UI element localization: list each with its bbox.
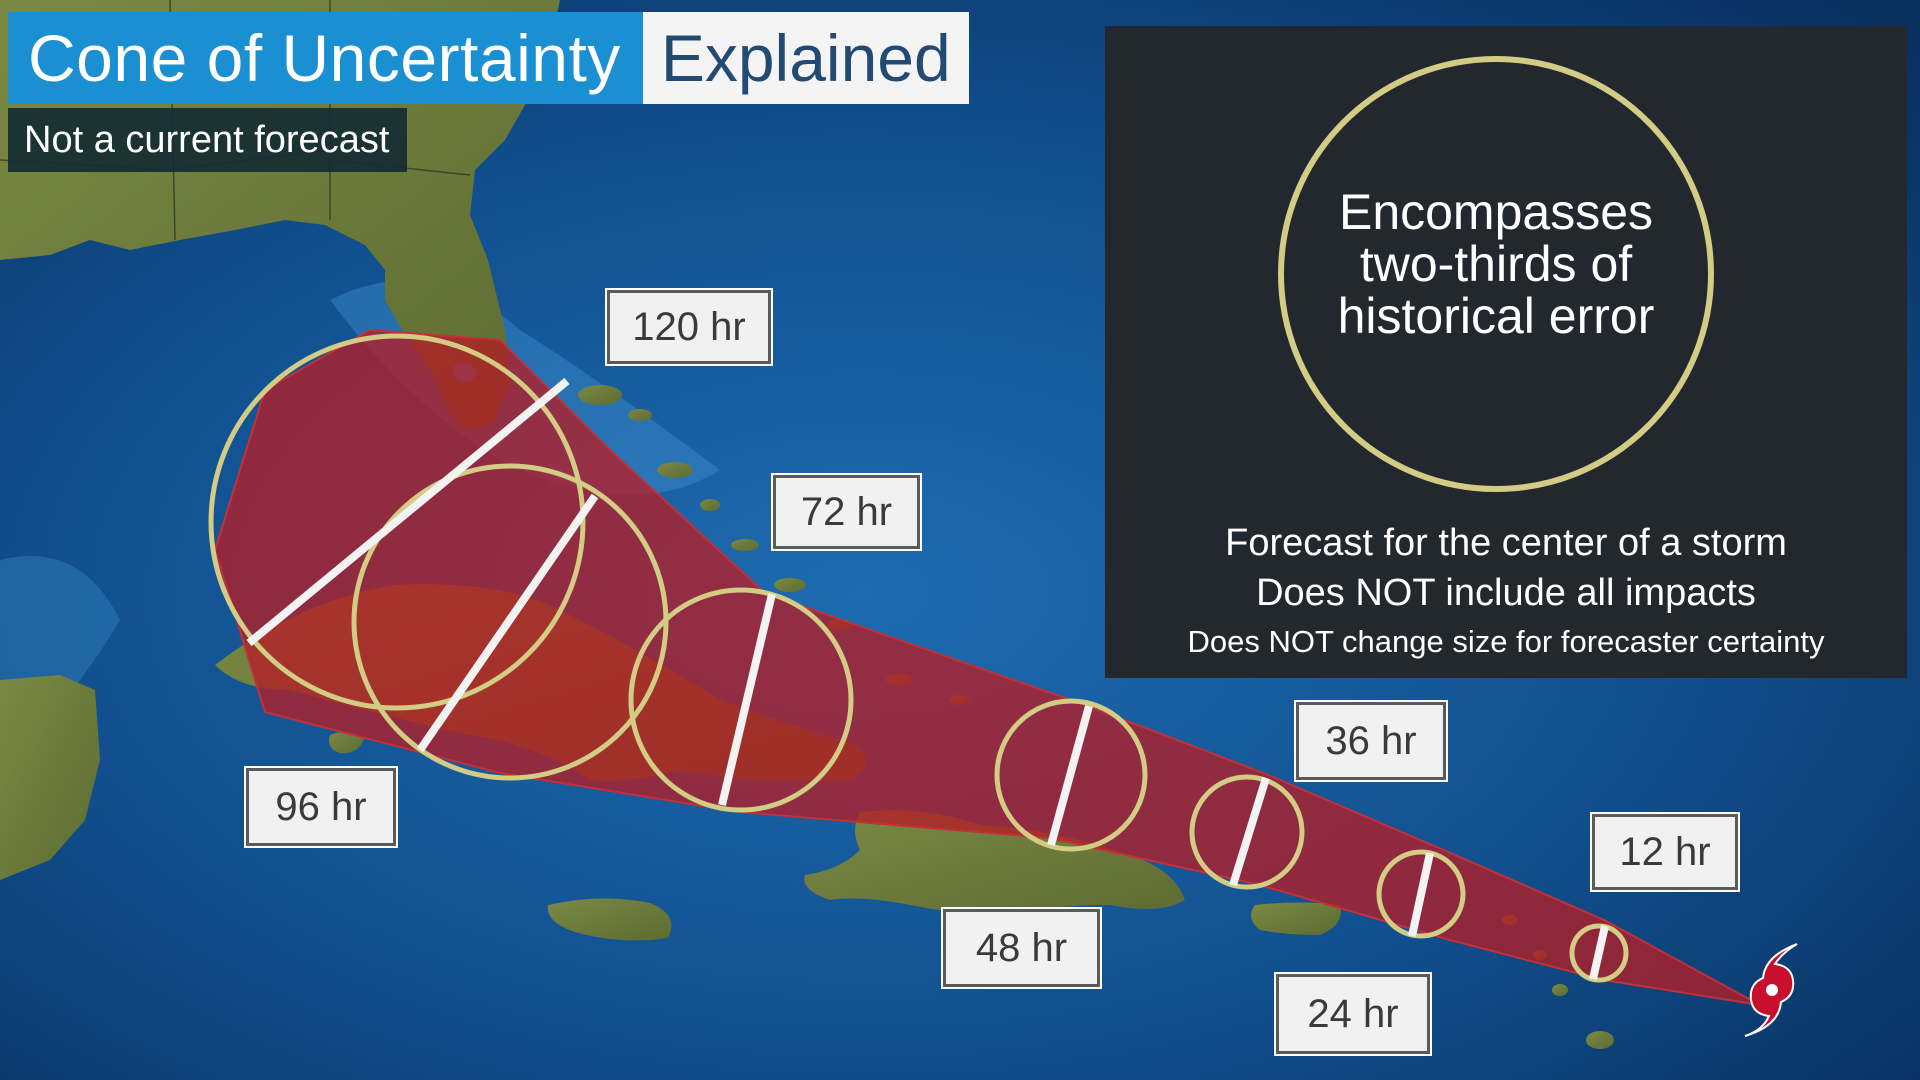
forecast-circle-48hr xyxy=(994,698,1148,852)
page-title-accent: Explained xyxy=(642,12,969,104)
label-48hr: 48 hr xyxy=(941,907,1102,989)
example-circle xyxy=(1278,56,1714,492)
forecast-circle-120hr xyxy=(208,333,586,711)
track-line-12hr xyxy=(1589,925,1609,980)
track-line-72hr xyxy=(718,593,776,806)
label-96hr: 96 hr xyxy=(244,766,398,848)
info-line-center-forecast: Forecast for the center of a storm xyxy=(1225,522,1787,564)
label-120hr: 120 hr xyxy=(605,288,773,366)
forecast-circle-12hr xyxy=(1569,923,1629,983)
label-24hr: 24 hr xyxy=(1274,972,1432,1056)
forecast-circle-36hr xyxy=(1189,774,1305,890)
jamaica xyxy=(547,898,672,941)
label-12hr: 12 hr xyxy=(1590,812,1740,892)
track-line-120hr xyxy=(246,377,570,647)
isle-of-youth xyxy=(329,731,364,754)
track-line-24hr xyxy=(1408,852,1434,937)
forecast-circle-24hr xyxy=(1376,849,1466,939)
puerto-rico xyxy=(1251,902,1341,935)
track-line-96hr xyxy=(416,493,599,753)
circle-caption-line: Encompasses xyxy=(1338,184,1654,240)
title-banner: Cone of Uncertainty Explained xyxy=(8,12,969,104)
subtitle-badge: Not a current forecast xyxy=(8,108,408,172)
info-line-certainty: Does NOT change size for forecaster cert… xyxy=(1187,624,1825,659)
label-36hr: 36 hr xyxy=(1294,700,1448,782)
label-72hr: 72 hr xyxy=(771,473,922,551)
circle-caption: Encompasses two-thirds of historical err… xyxy=(1278,186,1714,342)
info-line-impacts: Does NOT include all impacts xyxy=(1256,572,1756,614)
track-line-36hr xyxy=(1229,776,1270,887)
page-title: Cone of Uncertainty xyxy=(8,12,643,104)
track-lines xyxy=(246,377,1609,980)
hispaniola xyxy=(804,810,1185,915)
forecast-circles xyxy=(208,333,1629,983)
tropical-storm-icon xyxy=(1744,943,1798,1037)
yucatan-peninsula xyxy=(0,675,100,880)
us-mainland xyxy=(0,0,560,430)
info-panel: Encompasses two-thirds of historical err… xyxy=(1105,26,1907,678)
circle-caption-line: historical error xyxy=(1337,288,1655,344)
forecast-circle-72hr xyxy=(628,587,854,813)
circle-caption-line: two-thirds of xyxy=(1359,236,1633,292)
track-line-48hr xyxy=(1047,704,1093,847)
